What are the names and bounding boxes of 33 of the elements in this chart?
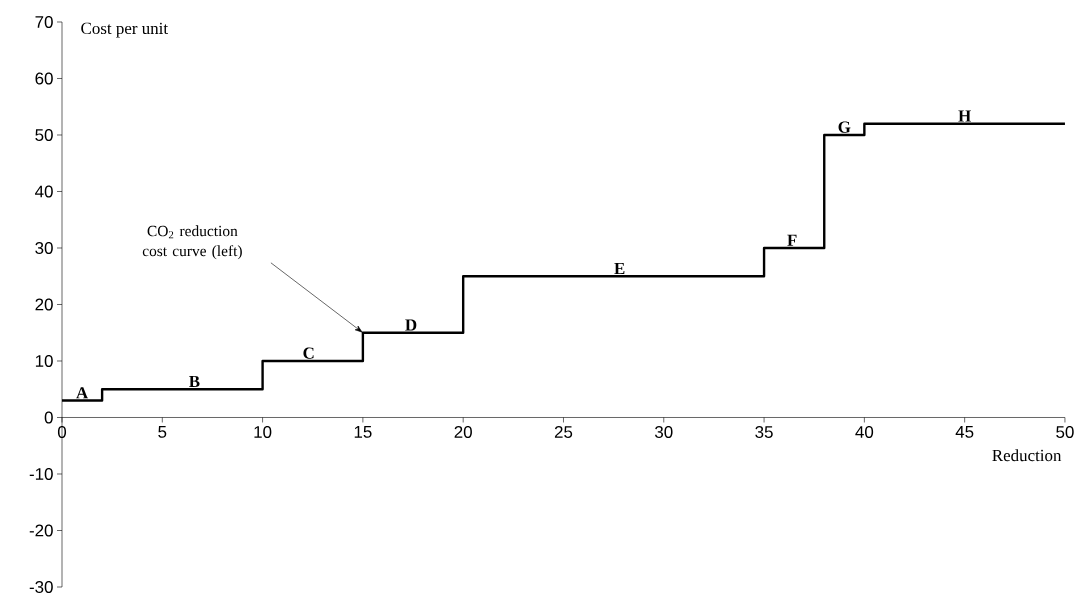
x-tick-label: 45 xyxy=(955,426,974,438)
x-tick-label: 20 xyxy=(454,426,472,439)
annotation: H xyxy=(958,110,971,122)
y-tick-label: 50 xyxy=(35,128,53,141)
y-tick-label: 10 xyxy=(35,355,53,367)
y-tick-label: -20 xyxy=(29,524,53,537)
y-tick-label: -10 xyxy=(29,468,53,480)
annotation: C xyxy=(303,347,314,359)
y-tick-label: 30 xyxy=(35,241,53,254)
y-tick-label: 40 xyxy=(35,185,53,198)
annotation: A xyxy=(76,387,89,399)
annotation: F xyxy=(787,234,797,246)
y-axis-title: Cost per unit xyxy=(81,22,168,38)
x-tick-label: 35 xyxy=(755,426,773,439)
y-tick-label: 20 xyxy=(35,298,53,311)
annotation: B xyxy=(189,375,200,388)
x-tick-label: 10 xyxy=(254,426,272,439)
y-tick-label: 70 xyxy=(35,15,53,28)
x-tick-label: 25 xyxy=(554,426,573,439)
annotation: CO$_{2}$ reduction cost curve (left) xyxy=(142,225,242,260)
annotation: D xyxy=(405,319,417,331)
x-axis-title: Reduction xyxy=(992,449,1062,462)
y-tick-label: 0 xyxy=(44,411,53,424)
y-tick-label: -30 xyxy=(29,581,53,593)
x-tick-label: 0 xyxy=(57,426,67,439)
annotation: G xyxy=(838,121,851,133)
y-tick-label: 60 xyxy=(35,72,53,85)
x-tick-label: 40 xyxy=(855,426,874,439)
x-tick-label: 50 xyxy=(1056,426,1074,439)
x-tick-label: 15 xyxy=(354,426,372,438)
annotation: E xyxy=(614,262,625,275)
x-tick-label: 5 xyxy=(158,426,167,438)
x-tick-label: 30 xyxy=(654,426,673,439)
